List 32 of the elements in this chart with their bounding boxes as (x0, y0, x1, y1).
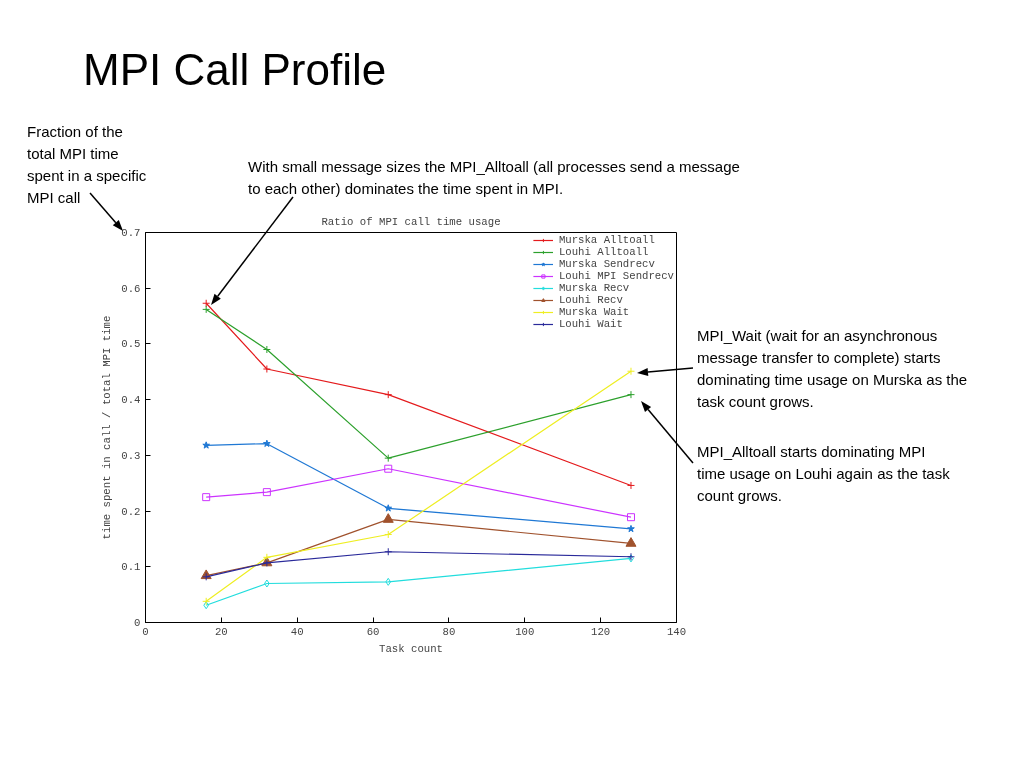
annotation: Fraction of the total MPI time spent in a specific MPI call (27, 122, 147, 208)
x-tick-label: 40 (290, 625, 304, 638)
legend-label: Murska Alltoall (558, 234, 655, 246)
title: MPI Call Profile (83, 44, 387, 96)
y-tick-label: 0.6 (121, 282, 141, 295)
chart-subtitle: Ratio of MPI call time usage (321, 215, 501, 228)
legend-label: Murska Sendrecv (558, 258, 655, 270)
legend-label: Murska Wait (558, 306, 630, 318)
x-tick-label: 0 (142, 625, 149, 638)
legend-label: Louhi MPI Sendrecv (558, 270, 674, 282)
x-tick-label: 140 (666, 625, 687, 638)
legend-label: Louhi Alltoall (558, 246, 649, 258)
y-tick-label: 0 (134, 617, 141, 629)
x-tick-label: 60 (366, 625, 380, 638)
y-tick-label: 0.4 (121, 394, 141, 407)
x-tick-label: 80 (442, 625, 456, 638)
annotation: With small message sizes the MPI_Alltoall (all processes send a message to each other) dominates the time spent in MPI. (248, 157, 740, 199)
x-tick-label: 100 (515, 625, 535, 638)
x-tick-label: 120 (591, 625, 611, 638)
x-axis-title: Task count (379, 642, 443, 655)
y-tick-label: 0.5 (121, 338, 141, 351)
x-tick-label: 20 (214, 625, 228, 638)
legend-label: Murska Recv (558, 282, 630, 294)
annotation: MPI_Alltoall starts dominating MPI time usage on Louhi again as the task count grows. (697, 442, 950, 506)
y-tick-label: 0.2 (121, 505, 141, 518)
legend-label: Louhi Recv (558, 294, 623, 306)
annotation: MPI_Wait (wait for an asynchronous message transfer to complete) starts dominating time usage on Murska as the task count grows. (697, 326, 968, 412)
y-tick-label: 0.7 (121, 227, 141, 239)
y-tick-label: 0.1 (121, 561, 141, 574)
y-axis-title: time spent in call / total MPI time (101, 315, 114, 540)
legend-label: Louhi Wait (558, 318, 623, 330)
y-tick-label: 0.3 (121, 449, 141, 462)
